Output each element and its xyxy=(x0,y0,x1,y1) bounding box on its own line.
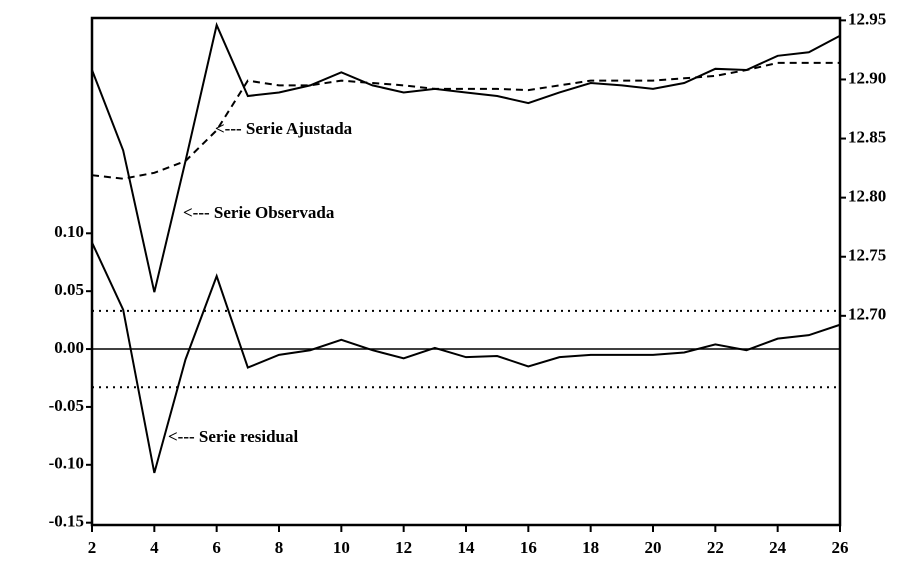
x-tick-label: 2 xyxy=(88,538,97,557)
x-tick-label: 20 xyxy=(645,538,662,557)
y2-tick-label: 12.90 xyxy=(848,68,886,87)
x-tick-label: 18 xyxy=(582,538,599,557)
y2-tick-label: 12.95 xyxy=(848,9,886,28)
annotation: <--- Serie residual xyxy=(168,427,299,446)
x-tick-label: 10 xyxy=(333,538,350,557)
x-tick-label: 8 xyxy=(275,538,284,557)
x-tick-label: 12 xyxy=(395,538,412,557)
y-tick-label: -0.05 xyxy=(49,396,84,415)
x-tick-label: 26 xyxy=(832,538,849,557)
y-tick-label: 0.10 xyxy=(54,222,84,241)
x-tick-label: 14 xyxy=(458,538,476,557)
annotation: <--- Serie Ajustada xyxy=(215,119,353,138)
y-tick-label: 0.00 xyxy=(54,338,84,357)
x-tick-label: 4 xyxy=(150,538,159,557)
x-tick-label: 6 xyxy=(212,538,221,557)
y-tick-label: -0.10 xyxy=(49,454,84,473)
y-tick-label: 0.05 xyxy=(54,280,84,299)
annotation: <--- Serie Observada xyxy=(183,203,335,222)
series-line xyxy=(91,242,841,474)
x-tick-label: 24 xyxy=(769,538,787,557)
y2-tick-label: 12.85 xyxy=(848,127,886,146)
y2-tick-label: 12.70 xyxy=(848,305,886,324)
y2-tick-label: 12.80 xyxy=(848,187,886,206)
x-tick-label: 16 xyxy=(520,538,537,557)
x-tick-label: 22 xyxy=(707,538,724,557)
y-tick-label: -0.15 xyxy=(49,512,84,531)
y2-tick-label: 12.75 xyxy=(848,246,886,265)
series-line xyxy=(91,21,841,293)
plot-frame xyxy=(90,16,842,527)
